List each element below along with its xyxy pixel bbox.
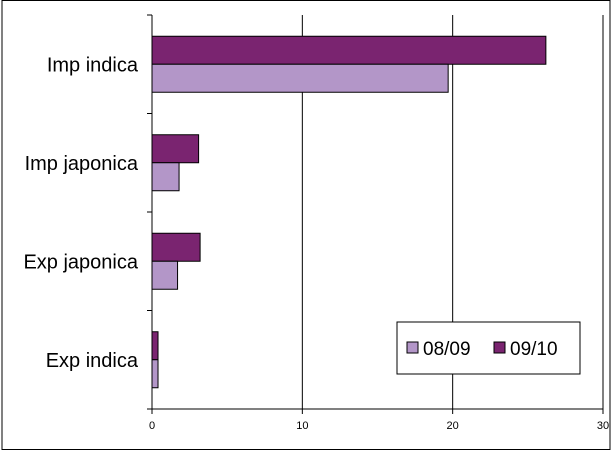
legend-label: 09/10 [510, 339, 558, 360]
category-label: Exp japonica [23, 251, 138, 273]
legend-label: 08/09 [423, 339, 471, 360]
bar-09-10 [151, 331, 159, 361]
x-tick-label: 20 [447, 420, 459, 432]
category-label: Exp indica [46, 350, 139, 372]
bar-09-10 [151, 134, 200, 164]
x-tick-label: 10 [296, 420, 308, 432]
bar-08-09 [151, 260, 179, 290]
bar-08-09 [151, 359, 159, 389]
x-tick-label: 0 [149, 420, 155, 432]
x-tick-label: 30 [597, 420, 609, 432]
legend-swatch [493, 341, 506, 354]
axes [147, 14, 604, 414]
category-label: Imp indica [47, 54, 139, 76]
bar-08-09 [151, 162, 180, 192]
legend-box [396, 321, 581, 375]
bar-09-10 [151, 35, 547, 65]
bar-08-09 [151, 63, 449, 93]
labels: 0 10 20 30 Imp indica Imp japonica Exp japonic… [23, 54, 609, 432]
legend: 08/09 09/10 [396, 321, 581, 375]
bar-09-10 [151, 232, 201, 262]
legend-swatch [406, 341, 419, 354]
bars [151, 35, 547, 389]
category-label: Imp japonica [25, 153, 139, 175]
